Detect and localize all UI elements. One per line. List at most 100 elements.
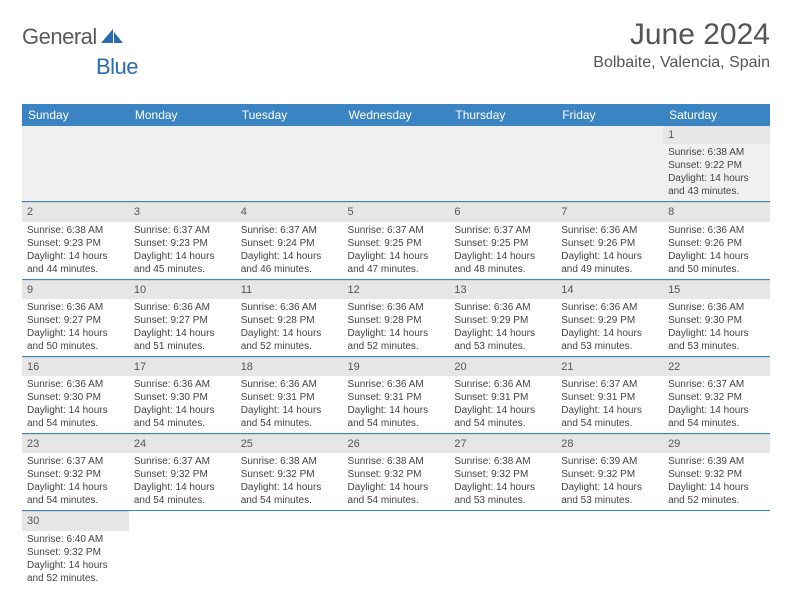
calendar-week-row: 1Sunrise: 6:38 AMSunset: 9:22 PMDaylight… [22,126,770,202]
calendar-day-cell: 30Sunrise: 6:40 AMSunset: 9:32 PMDayligh… [22,511,129,588]
calendar-empty-cell [343,511,450,588]
sunset-line: Sunset: 9:25 PM [454,237,551,250]
calendar-week-row: 16Sunrise: 6:36 AMSunset: 9:30 PMDayligh… [22,356,770,433]
calendar-day-cell: 5Sunrise: 6:37 AMSunset: 9:25 PMDaylight… [343,202,450,279]
sunrise-line: Sunrise: 6:37 AM [668,378,765,391]
day-content: Sunrise: 6:36 AMSunset: 9:31 PMDaylight:… [236,376,343,433]
day-number: 11 [236,280,343,299]
sunset-line: Sunset: 9:27 PM [134,314,231,327]
sunrise-line: Sunrise: 6:36 AM [241,378,338,391]
sunset-line: Sunset: 9:28 PM [348,314,445,327]
sunset-line: Sunset: 9:31 PM [454,391,551,404]
sunset-line: Sunset: 9:29 PM [561,314,658,327]
sunset-line: Sunset: 9:31 PM [241,391,338,404]
daylight-line: Daylight: 14 hours and 52 minutes. [348,327,445,353]
sunrise-line: Sunrise: 6:37 AM [134,455,231,468]
sunset-line: Sunset: 9:22 PM [668,159,765,172]
sunset-line: Sunset: 9:32 PM [668,391,765,404]
calendar-empty-cell [129,126,236,202]
calendar-day-cell: 13Sunrise: 6:36 AMSunset: 9:29 PMDayligh… [449,279,556,356]
sunrise-line: Sunrise: 6:40 AM [27,533,124,546]
daylight-line: Daylight: 14 hours and 54 minutes. [348,404,445,430]
sunrise-line: Sunrise: 6:36 AM [241,301,338,314]
calendar-week-row: 9Sunrise: 6:36 AMSunset: 9:27 PMDaylight… [22,279,770,356]
day-content: Sunrise: 6:36 AMSunset: 9:31 PMDaylight:… [449,376,556,433]
day-content: Sunrise: 6:37 AMSunset: 9:31 PMDaylight:… [556,376,663,433]
sunset-line: Sunset: 9:32 PM [27,468,124,481]
daylight-line: Daylight: 14 hours and 50 minutes. [668,250,765,276]
day-number: 3 [129,202,236,221]
sunset-line: Sunset: 9:32 PM [241,468,338,481]
sunrise-line: Sunrise: 6:36 AM [348,378,445,391]
daylight-line: Daylight: 14 hours and 53 minutes. [561,327,658,353]
day-number: 22 [663,357,770,376]
day-number: 24 [129,434,236,453]
sunset-line: Sunset: 9:30 PM [134,391,231,404]
sunrise-line: Sunrise: 6:36 AM [27,378,124,391]
calendar-day-cell: 15Sunrise: 6:36 AMSunset: 9:30 PMDayligh… [663,279,770,356]
calendar-day-cell: 9Sunrise: 6:36 AMSunset: 9:27 PMDaylight… [22,279,129,356]
logo: General [22,24,125,50]
day-content: Sunrise: 6:37 AMSunset: 9:25 PMDaylight:… [449,222,556,279]
daylight-line: Daylight: 14 hours and 52 minutes. [27,559,124,585]
day-content: Sunrise: 6:37 AMSunset: 9:32 PMDaylight:… [22,453,129,510]
daylight-line: Daylight: 14 hours and 46 minutes. [241,250,338,276]
sunrise-line: Sunrise: 6:36 AM [27,301,124,314]
calendar-empty-cell [663,511,770,588]
sunrise-line: Sunrise: 6:37 AM [241,224,338,237]
day-content: Sunrise: 6:38 AMSunset: 9:32 PMDaylight:… [449,453,556,510]
daylight-line: Daylight: 14 hours and 54 minutes. [241,404,338,430]
daylight-line: Daylight: 14 hours and 54 minutes. [668,404,765,430]
day-number: 5 [343,202,450,221]
daylight-line: Daylight: 14 hours and 54 minutes. [241,481,338,507]
daylight-line: Daylight: 14 hours and 53 minutes. [454,327,551,353]
day-content: Sunrise: 6:38 AMSunset: 9:32 PMDaylight:… [343,453,450,510]
day-number: 6 [449,202,556,221]
daylight-line: Daylight: 14 hours and 54 minutes. [27,404,124,430]
calendar-day-cell: 4Sunrise: 6:37 AMSunset: 9:24 PMDaylight… [236,202,343,279]
calendar-day-cell: 26Sunrise: 6:38 AMSunset: 9:32 PMDayligh… [343,434,450,511]
sunrise-line: Sunrise: 6:38 AM [348,455,445,468]
day-number: 19 [343,357,450,376]
day-number: 14 [556,280,663,299]
sunset-line: Sunset: 9:32 PM [454,468,551,481]
day-header-row: Sunday Monday Tuesday Wednesday Thursday… [22,104,770,126]
day-number: 12 [343,280,450,299]
day-content: Sunrise: 6:37 AMSunset: 9:25 PMDaylight:… [343,222,450,279]
calendar-day-cell: 16Sunrise: 6:36 AMSunset: 9:30 PMDayligh… [22,356,129,433]
day-number: 7 [556,202,663,221]
daylight-line: Daylight: 14 hours and 51 minutes. [134,327,231,353]
sunrise-line: Sunrise: 6:38 AM [241,455,338,468]
day-content: Sunrise: 6:36 AMSunset: 9:28 PMDaylight:… [343,299,450,356]
calendar-empty-cell [449,126,556,202]
day-number: 21 [556,357,663,376]
day-content: Sunrise: 6:39 AMSunset: 9:32 PMDaylight:… [556,453,663,510]
day-content: Sunrise: 6:38 AMSunset: 9:22 PMDaylight:… [663,144,770,201]
day-header: Saturday [663,104,770,126]
day-number: 28 [556,434,663,453]
calendar-day-cell: 24Sunrise: 6:37 AMSunset: 9:32 PMDayligh… [129,434,236,511]
calendar-day-cell: 3Sunrise: 6:37 AMSunset: 9:23 PMDaylight… [129,202,236,279]
sunset-line: Sunset: 9:32 PM [134,468,231,481]
daylight-line: Daylight: 14 hours and 54 minutes. [134,404,231,430]
calendar-day-cell: 27Sunrise: 6:38 AMSunset: 9:32 PMDayligh… [449,434,556,511]
sunrise-line: Sunrise: 6:37 AM [561,378,658,391]
sunset-line: Sunset: 9:27 PM [27,314,124,327]
sunset-line: Sunset: 9:26 PM [668,237,765,250]
calendar-day-cell: 19Sunrise: 6:36 AMSunset: 9:31 PMDayligh… [343,356,450,433]
day-number: 30 [22,511,129,530]
sunrise-line: Sunrise: 6:36 AM [561,301,658,314]
day-number: 2 [22,202,129,221]
logo-text-blue: Blue [96,54,138,79]
sunrise-line: Sunrise: 6:38 AM [27,224,124,237]
sunset-line: Sunset: 9:32 PM [348,468,445,481]
calendar-day-cell: 10Sunrise: 6:36 AMSunset: 9:27 PMDayligh… [129,279,236,356]
day-content: Sunrise: 6:39 AMSunset: 9:32 PMDaylight:… [663,453,770,510]
calendar-day-cell: 22 Sunrise: 6:37 AMSunset: 9:32 PMDayligh… [663,356,770,433]
calendar-empty-cell [556,126,663,202]
daylight-line: Daylight: 14 hours and 45 minutes. [134,250,231,276]
logo-text-general: General [22,24,97,50]
day-number: 27 [449,434,556,453]
sunrise-line: Sunrise: 6:36 AM [134,378,231,391]
month-title: June 2024 [593,18,770,52]
